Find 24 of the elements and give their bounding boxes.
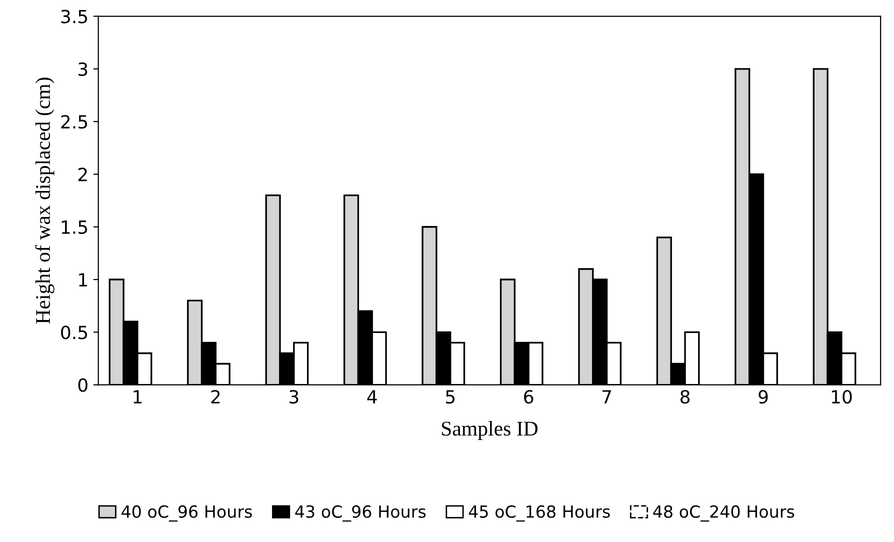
x-tick-label: 5 <box>446 390 455 404</box>
x-tick-label: 6 <box>524 390 534 404</box>
y-tick-label: 1.5 <box>62 220 88 234</box>
x-tick-label: 4 <box>367 390 377 404</box>
x-tick-label: 8 <box>680 390 690 404</box>
y-axis-title: Height of wax displaced (cm) <box>35 78 54 324</box>
x-tick-label: 10 <box>832 390 852 404</box>
legend-label: 45 oC_168 Hours <box>468 505 610 522</box>
legend-label: 40 oC_96 Hours <box>122 505 252 522</box>
y-tick-label: 1 <box>79 273 87 286</box>
x-tick-label: 2 <box>211 390 220 404</box>
x-axis-title: Samples ID <box>442 421 538 440</box>
y-tick-label: 0 <box>78 378 88 392</box>
legend-label: 43 oC_96 Hours <box>295 505 426 522</box>
y-tick-label: 0.5 <box>61 326 88 340</box>
x-tick-label: 7 <box>602 390 612 404</box>
y-tick-label: 3.5 <box>61 10 88 24</box>
x-tick-label: 1 <box>134 390 142 404</box>
y-tick-label: 2 <box>78 168 87 182</box>
y-tick-label: 2.5 <box>61 115 88 129</box>
legend-label: 48 oC_240 Hours <box>653 505 794 522</box>
x-tick-label: 3 <box>290 390 298 404</box>
y-tick-label: 3 <box>78 62 88 76</box>
x-tick-label: 9 <box>758 390 768 404</box>
